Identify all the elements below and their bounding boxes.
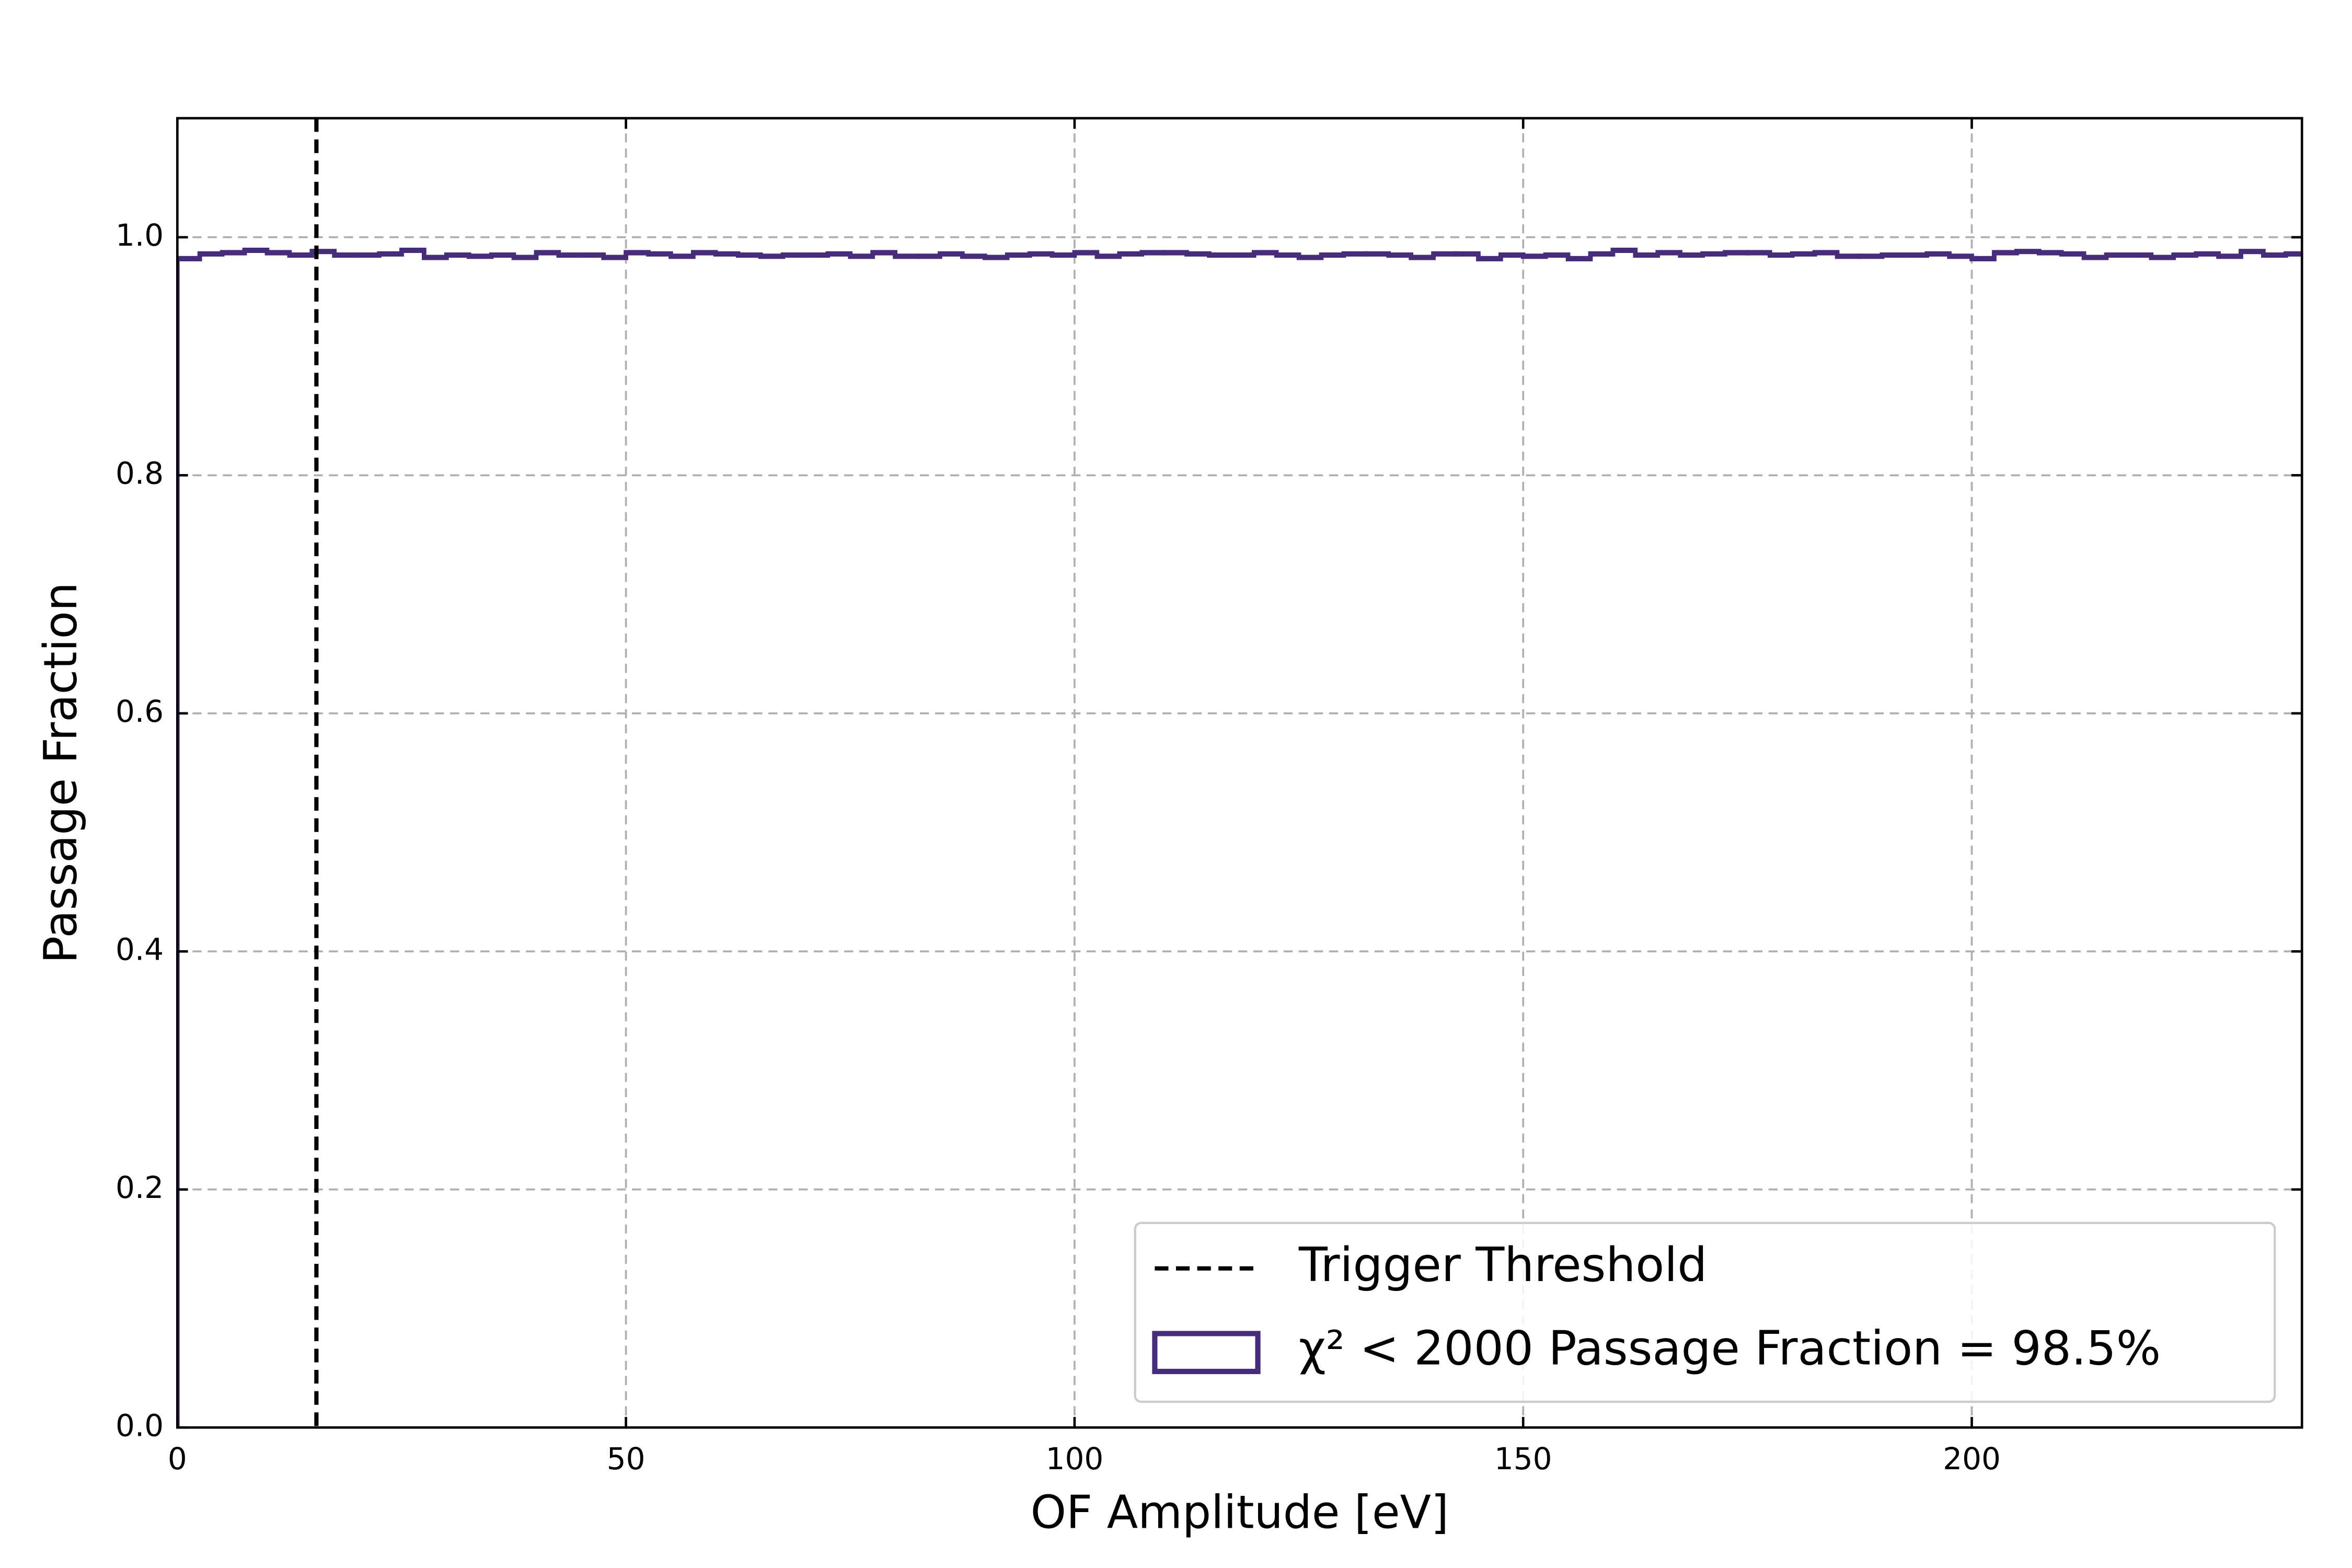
legend-label: Trigger Threshold (1298, 1238, 1707, 1293)
x-tick-label: 0 (168, 1441, 187, 1477)
plot-area (177, 118, 2302, 1428)
ticks: 0 50 100 150 200 0.0 0.2 0.4 0.6 0.8 1.0 (116, 118, 2302, 1477)
y-tick-label: 0.8 (116, 455, 164, 491)
y-tick-label: 0.6 (116, 694, 164, 729)
x-tick-label: 50 (607, 1441, 645, 1477)
x-axis-label: OF Amplitude [eV] (1031, 1485, 1449, 1539)
y-tick-label: 1.0 (116, 217, 164, 253)
y-axis-label: Passage Fraction (34, 582, 87, 963)
legend-label: χ² < 2000 Passage Fraction = 98.5% (1299, 1322, 2161, 1376)
legend-box (1134, 1221, 2276, 1403)
legend: Trigger Threshold χ² < 2000 Passage Fract… (1134, 1221, 2276, 1403)
x-tick-label: 200 (1943, 1441, 2001, 1477)
legend-patch (1152, 1331, 1261, 1375)
y-tick-label: 0.4 (116, 931, 164, 967)
y-tick-label: 0.2 (116, 1170, 164, 1205)
y-tick-label: 0.0 (116, 1408, 164, 1443)
x-tick-label: 150 (1494, 1441, 1552, 1477)
axes-frame (176, 117, 2303, 1429)
x-tick-label: 100 (1046, 1441, 1104, 1477)
